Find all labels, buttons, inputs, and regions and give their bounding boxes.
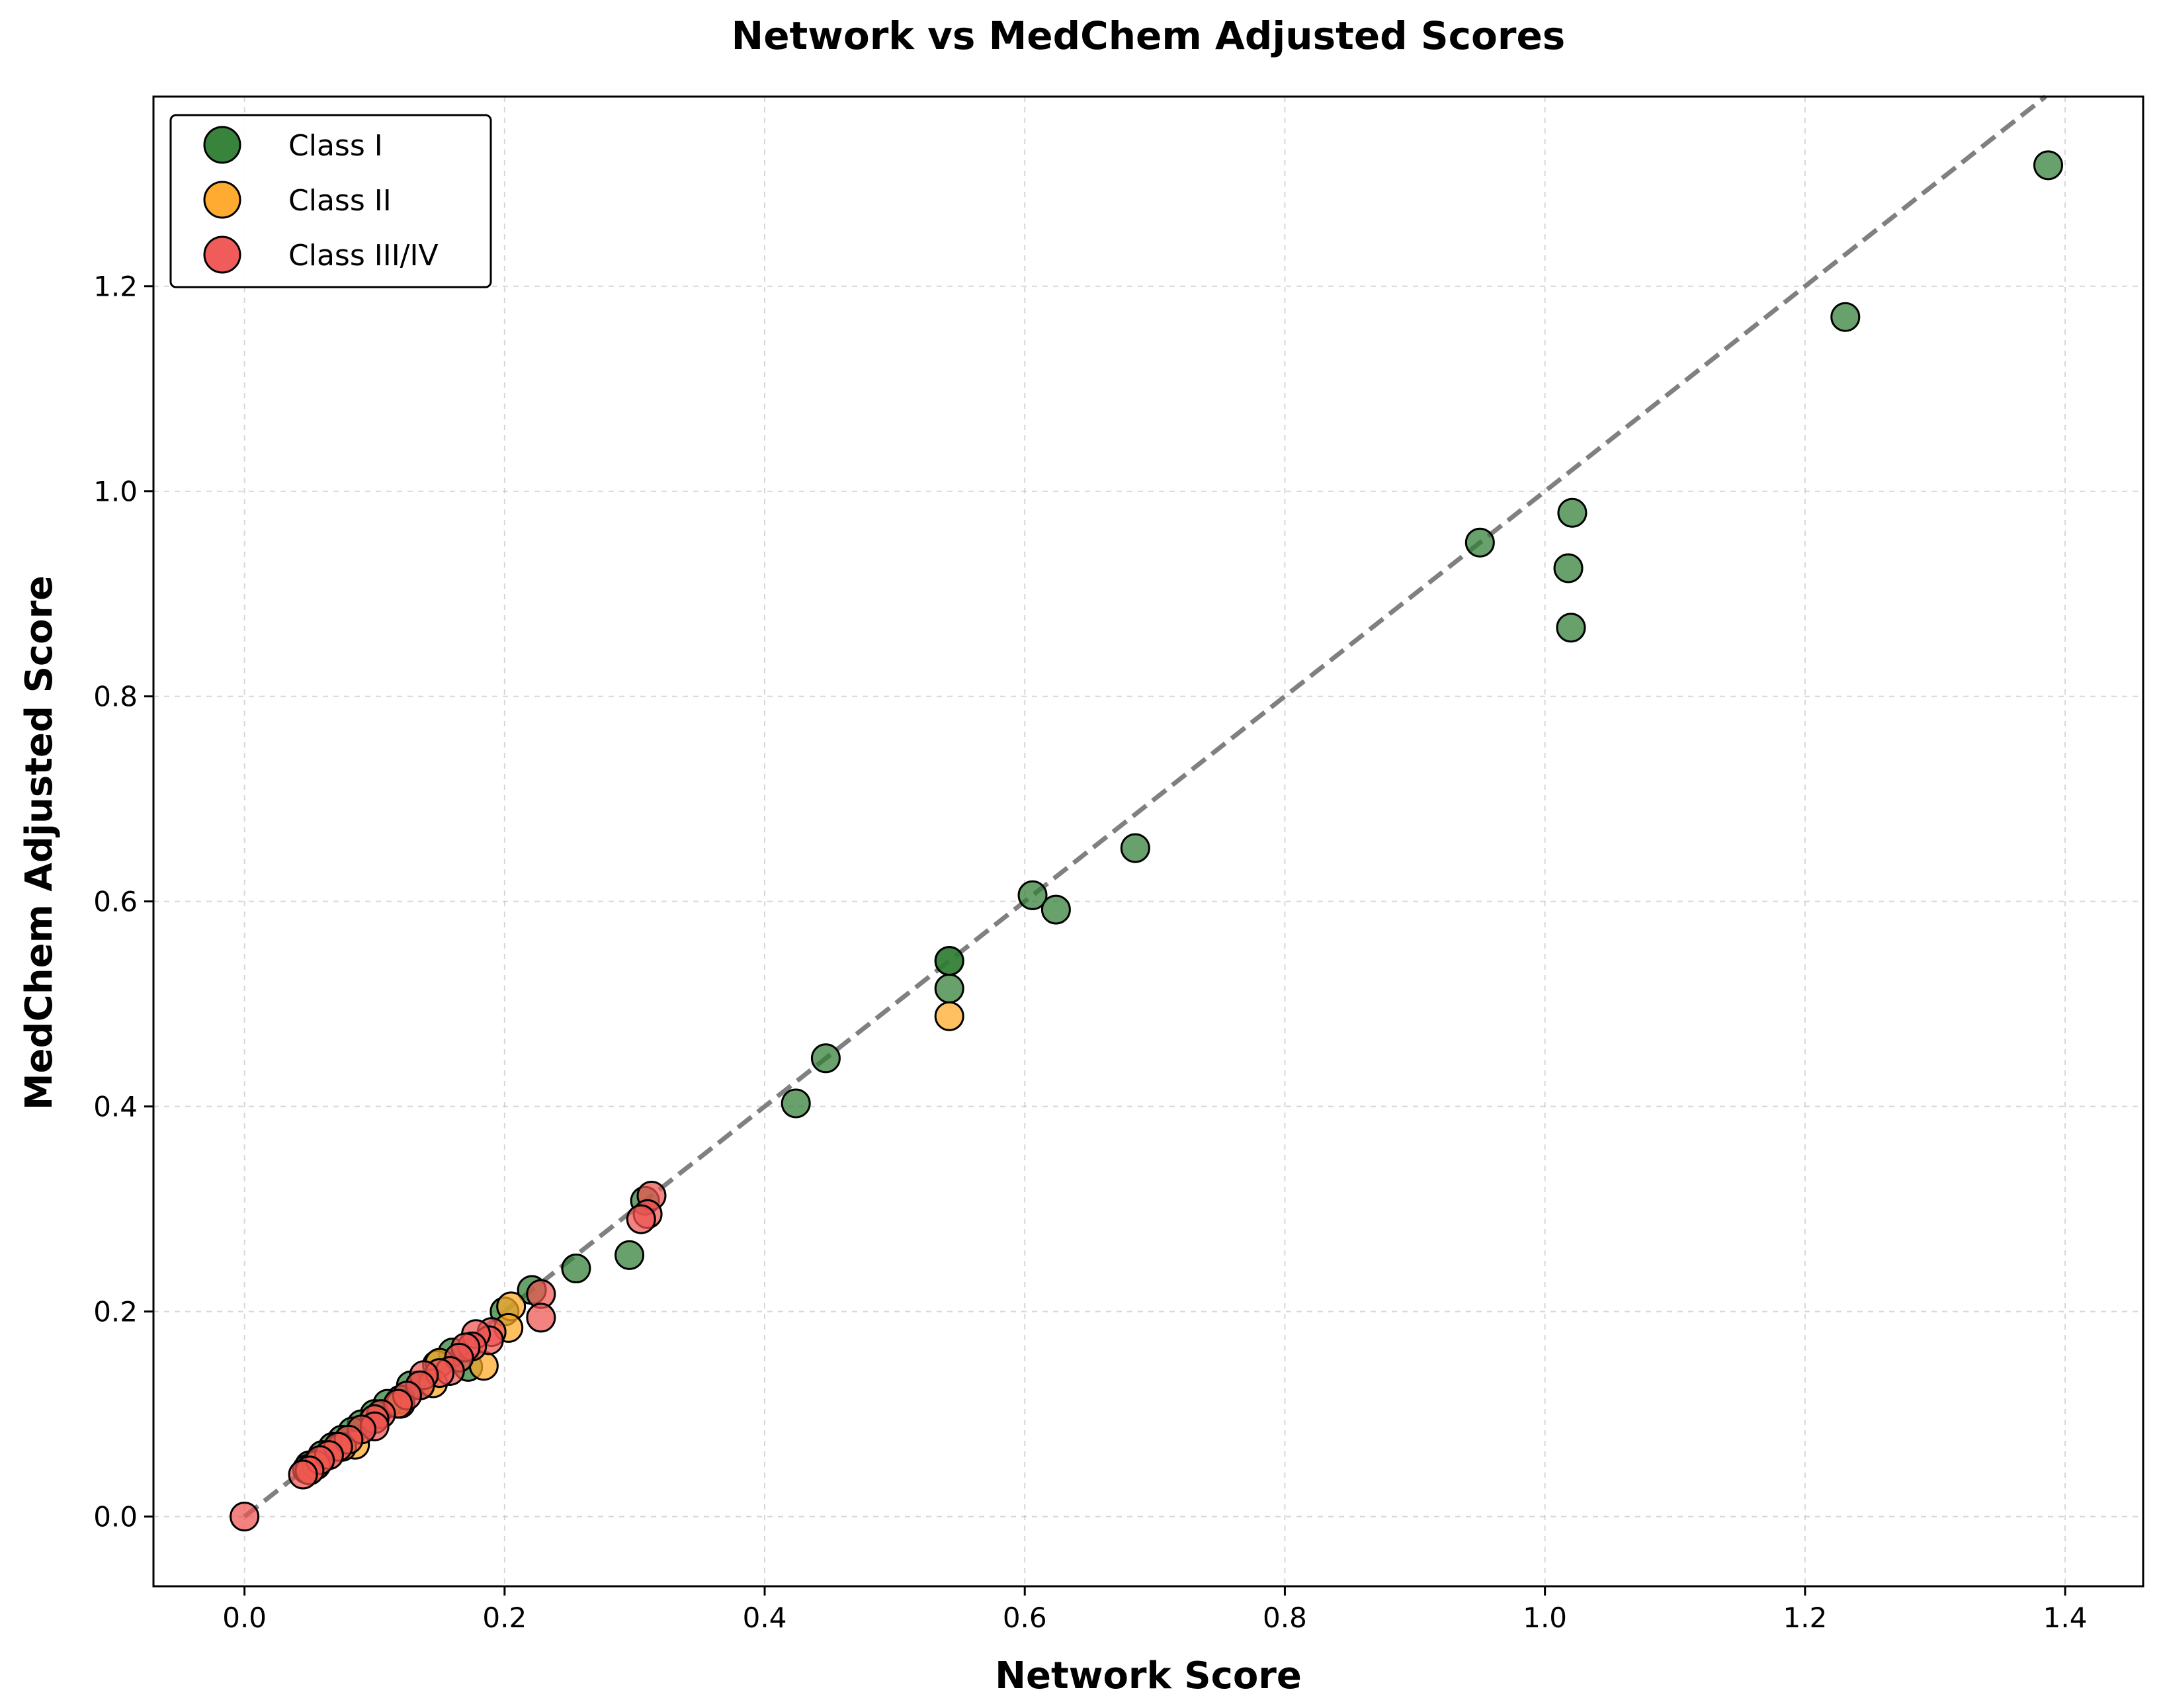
x-tick-label: 0.2 (482, 1601, 527, 1634)
y-tick-label: 0.2 (93, 1296, 138, 1328)
point-class-i (1120, 833, 1150, 863)
y-tick-label: 0.8 (93, 681, 138, 713)
y-axis-ticks: 0.0 0.2 0.4 0.6 0.8 1.0 1.2 (93, 271, 153, 1533)
legend-label-class-i: Class I (288, 129, 383, 163)
x-axis-ticks: 0.0 0.2 0.4 0.6 0.8 1.0 1.2 1.4 (222, 1586, 2087, 1634)
point-class-iii-iv (230, 1502, 260, 1532)
point-class-i (934, 973, 964, 1003)
point-class-i (934, 946, 964, 976)
legend-marker-class-ii (203, 181, 241, 219)
x-tick-label: 1.4 (2043, 1601, 2088, 1634)
x-tick-label: 0.0 (222, 1601, 267, 1634)
point-class-i (1017, 880, 1048, 910)
point-class-i (781, 1088, 811, 1119)
point-class-i (1830, 302, 1861, 332)
point-class-i (1464, 527, 1495, 558)
legend: Class I Class II Class III/IV (169, 114, 492, 288)
x-tick-label: 1.0 (1523, 1601, 1567, 1634)
grid-lines (153, 97, 2143, 1586)
legend-label-class-ii: Class II (288, 184, 392, 218)
point-class-i (1553, 553, 1584, 583)
y-axis-label: MedChem Adjusted Score (18, 576, 61, 1110)
point-class-iii-iv (288, 1459, 318, 1490)
point-class-i (1557, 497, 1588, 528)
point-class-i (2033, 150, 2063, 181)
legend-marker-class-i (203, 126, 241, 164)
y-tick-label: 0.4 (93, 1091, 138, 1123)
point-class-i (1040, 894, 1071, 925)
x-tick-label: 0.8 (1263, 1601, 1307, 1634)
y-tick-label: 1.2 (93, 271, 138, 303)
point-class-i (615, 1240, 645, 1270)
data-points (230, 150, 2063, 1532)
legend-box (169, 114, 492, 288)
legend-label-class-iii-iv: Class III/IV (288, 239, 439, 273)
chart-title: Network vs MedChem Adjusted Scores (732, 13, 1566, 58)
point-class-iii-iv (526, 1302, 556, 1333)
x-tick-label: 0.6 (1003, 1601, 1047, 1634)
y-tick-label: 1.0 (93, 476, 138, 508)
x-tick-label: 1.2 (1783, 1601, 1827, 1634)
x-tick-label: 0.4 (743, 1601, 787, 1634)
plot-frame (152, 95, 2144, 1588)
x-axis-label: Network Score (995, 1654, 1302, 1697)
point-class-ii (934, 1001, 964, 1031)
point-class-iii-iv (626, 1204, 656, 1234)
y-tick-label: 0.6 (93, 886, 138, 918)
point-class-i (810, 1043, 841, 1074)
y-tick-label: 0.0 (93, 1501, 138, 1533)
legend-marker-class-iii-iv (203, 235, 241, 274)
point-class-i (1556, 613, 1586, 643)
point-class-i (561, 1254, 591, 1284)
